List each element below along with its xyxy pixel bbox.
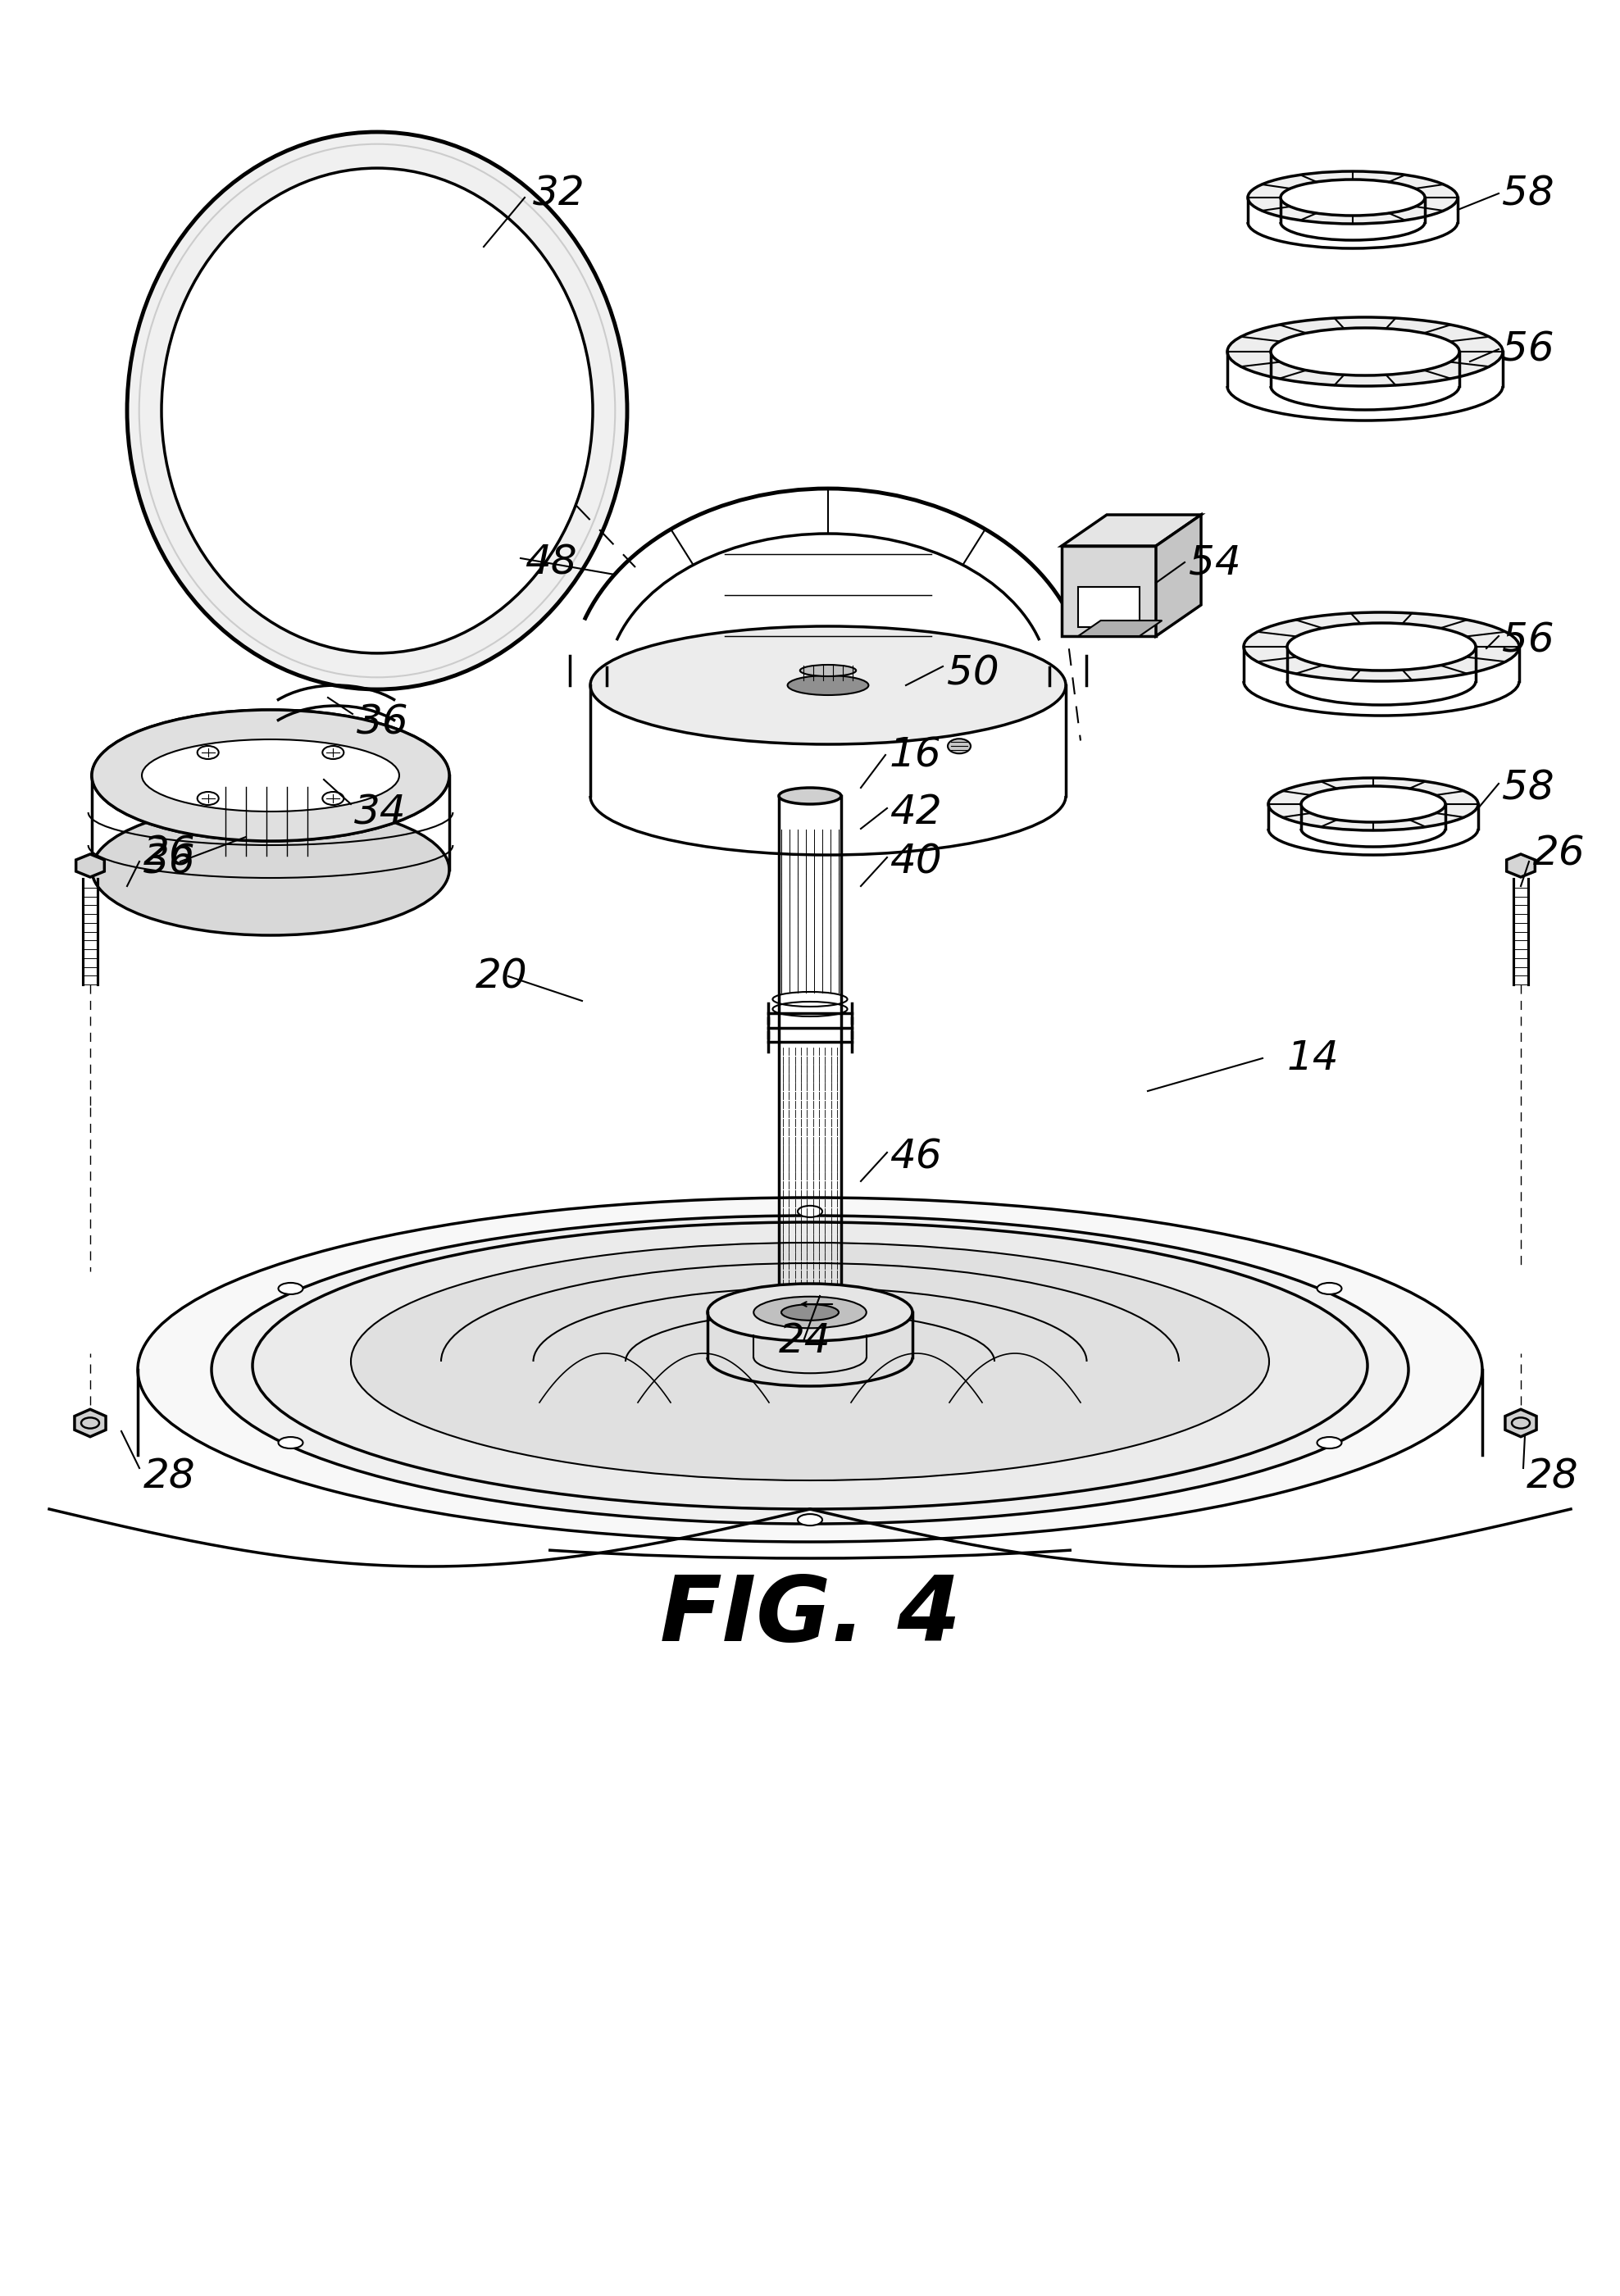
Ellipse shape: [126, 131, 627, 689]
Ellipse shape: [352, 1242, 1268, 1481]
Text: 16: 16: [889, 735, 941, 774]
Polygon shape: [1157, 514, 1200, 636]
Text: 28: 28: [1526, 1456, 1580, 1497]
Text: 36: 36: [144, 843, 196, 882]
Ellipse shape: [708, 1283, 912, 1341]
Ellipse shape: [162, 168, 593, 654]
Text: 26: 26: [1533, 833, 1586, 872]
Ellipse shape: [92, 709, 449, 840]
Ellipse shape: [797, 1205, 823, 1217]
Text: 58: 58: [1502, 174, 1554, 214]
Ellipse shape: [753, 1297, 867, 1327]
Text: 36: 36: [356, 703, 408, 742]
Ellipse shape: [1301, 785, 1445, 822]
Text: FIG. 4: FIG. 4: [659, 1573, 961, 1660]
Polygon shape: [1507, 854, 1536, 877]
Ellipse shape: [279, 1283, 303, 1295]
Text: 46: 46: [889, 1137, 941, 1176]
Ellipse shape: [1317, 1437, 1341, 1449]
Bar: [1061, 546, 1157, 636]
Ellipse shape: [1268, 778, 1477, 831]
Text: 56: 56: [1502, 620, 1554, 659]
Text: 56: 56: [1502, 331, 1554, 370]
Ellipse shape: [253, 1221, 1367, 1508]
Text: 40: 40: [889, 843, 941, 882]
Ellipse shape: [279, 1437, 303, 1449]
Ellipse shape: [1317, 1283, 1341, 1295]
Ellipse shape: [800, 666, 855, 677]
Ellipse shape: [781, 1304, 839, 1320]
Polygon shape: [76, 854, 104, 877]
Text: 34: 34: [355, 792, 407, 831]
Ellipse shape: [787, 675, 868, 696]
Ellipse shape: [92, 804, 449, 934]
Polygon shape: [1061, 514, 1200, 546]
Ellipse shape: [1280, 179, 1426, 216]
Text: 58: 58: [1502, 769, 1554, 808]
Ellipse shape: [779, 788, 841, 804]
Ellipse shape: [1244, 613, 1520, 682]
Text: 54: 54: [1189, 542, 1241, 581]
Text: 14: 14: [1288, 1038, 1340, 1077]
Polygon shape: [1505, 1410, 1536, 1437]
Text: 24: 24: [779, 1322, 831, 1362]
Ellipse shape: [322, 746, 343, 760]
Ellipse shape: [198, 746, 219, 760]
Ellipse shape: [948, 739, 970, 753]
Ellipse shape: [322, 792, 343, 806]
Polygon shape: [75, 1410, 105, 1437]
Ellipse shape: [1270, 328, 1460, 377]
Ellipse shape: [1247, 172, 1458, 223]
Text: 28: 28: [144, 1456, 196, 1497]
Ellipse shape: [143, 739, 399, 810]
Text: 48: 48: [525, 542, 577, 581]
Bar: [1079, 585, 1139, 627]
Ellipse shape: [138, 1199, 1482, 1543]
Text: 42: 42: [889, 792, 941, 831]
Ellipse shape: [198, 792, 219, 806]
Ellipse shape: [590, 627, 1066, 744]
Ellipse shape: [212, 1215, 1408, 1525]
Text: 50: 50: [948, 654, 1000, 693]
Polygon shape: [1079, 620, 1162, 636]
Text: 26: 26: [144, 833, 196, 872]
Text: 20: 20: [476, 957, 528, 996]
Ellipse shape: [797, 1513, 823, 1525]
Ellipse shape: [1228, 317, 1503, 386]
Text: 32: 32: [533, 174, 585, 214]
Ellipse shape: [1288, 622, 1476, 670]
